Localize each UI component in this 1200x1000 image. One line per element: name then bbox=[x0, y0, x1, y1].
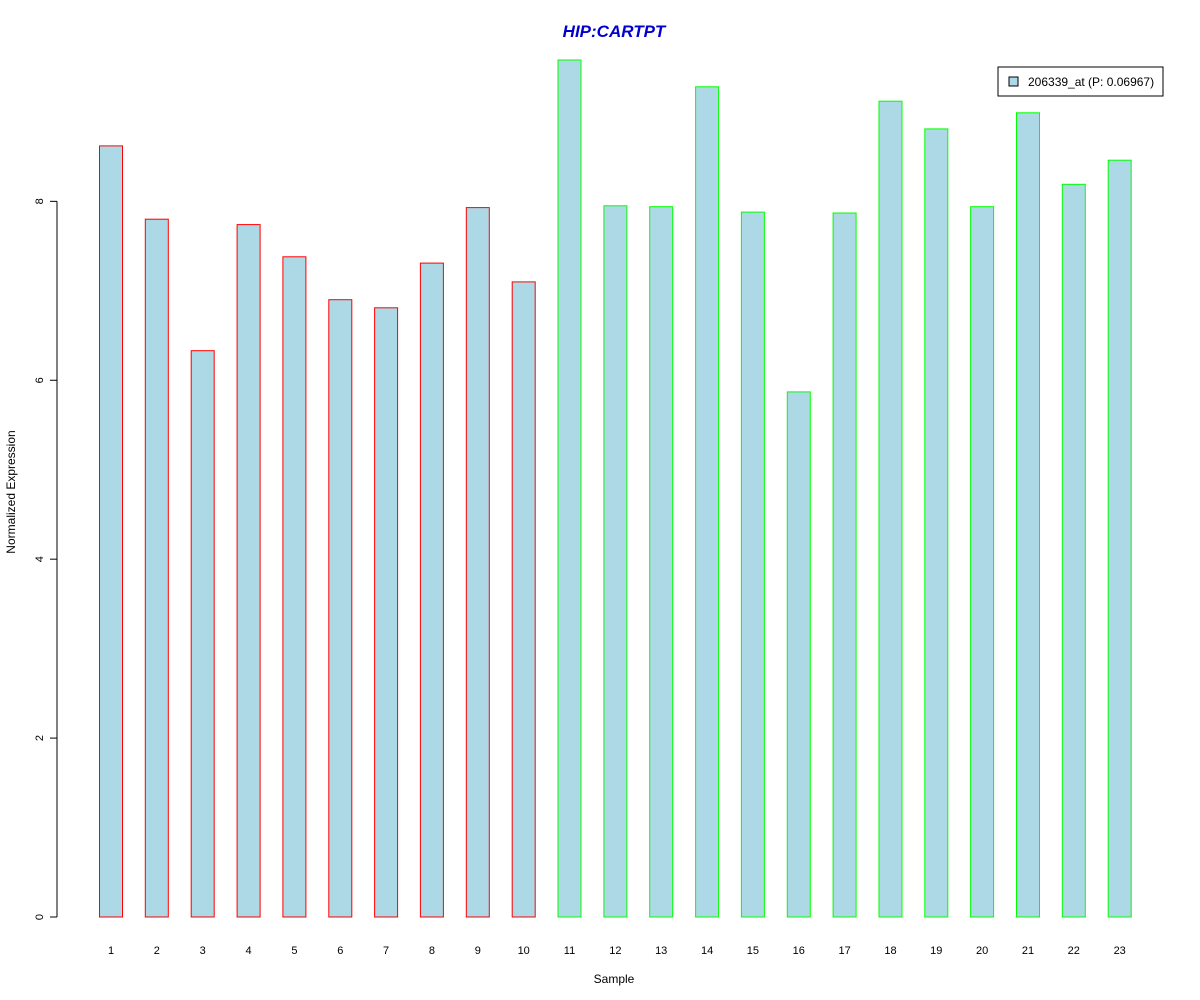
bar-sample-18 bbox=[878, 100, 903, 918]
bar-sample-13 bbox=[649, 206, 674, 918]
chart-title: HIP:CARTPT bbox=[563, 22, 667, 41]
bar-sample-2 bbox=[144, 218, 169, 918]
x-tick-label: 14 bbox=[701, 945, 713, 957]
x-tick-label: 5 bbox=[291, 945, 297, 957]
bar-sample-11 bbox=[557, 59, 582, 918]
x-tick-label: 10 bbox=[518, 945, 530, 957]
x-tick-label: 7 bbox=[383, 945, 389, 957]
x-tick-label: 6 bbox=[337, 945, 343, 957]
y-tick-label: 0 bbox=[34, 914, 46, 920]
x-tick-label: 18 bbox=[884, 945, 896, 957]
legend: 206339_at (P: 0.06967) bbox=[997, 66, 1164, 97]
legend-entry-label: 206339_at (P: 0.06967) bbox=[1028, 75, 1154, 89]
x-tick-label: 1 bbox=[108, 945, 114, 957]
bar-sample-9 bbox=[465, 207, 490, 918]
x-tick-label: 22 bbox=[1068, 945, 1080, 957]
x-tick-label: 17 bbox=[838, 945, 850, 957]
x-tick-label: 16 bbox=[793, 945, 805, 957]
bar-sample-22 bbox=[1061, 183, 1086, 918]
x-tick-label: 8 bbox=[429, 945, 435, 957]
bar-sample-21 bbox=[1016, 112, 1040, 918]
x-tick-label: 21 bbox=[1022, 945, 1034, 957]
bar-sample-19 bbox=[924, 128, 949, 918]
x-axis-tick-labels: 1 2 3 4 5 6 7 8 9 10 11 12 13 14 15 16 17 18 19 20 21 22 23 bbox=[108, 945, 1126, 957]
bar-sample-6 bbox=[328, 299, 353, 918]
x-tick-label: 11 bbox=[564, 945, 575, 957]
x-axis-label: Sample bbox=[594, 972, 635, 986]
y-axis: 0 2 4 6 8 bbox=[34, 198, 58, 920]
x-tick-label: 9 bbox=[475, 945, 481, 957]
bar-sample-1 bbox=[99, 145, 123, 918]
y-tick-label: 6 bbox=[34, 377, 46, 383]
y-tick-label: 2 bbox=[34, 735, 46, 741]
bar-sample-15 bbox=[740, 211, 765, 918]
bar-group bbox=[99, 59, 1132, 918]
x-tick-label: 15 bbox=[747, 945, 759, 957]
bar-sample-14 bbox=[695, 86, 720, 918]
x-tick-label: 3 bbox=[200, 945, 206, 957]
y-tick-label: 8 bbox=[34, 198, 46, 204]
x-tick-label: 20 bbox=[976, 945, 988, 957]
bar-sample-7 bbox=[374, 307, 399, 918]
bar-sample-5 bbox=[282, 256, 307, 918]
bar-sample-23 bbox=[1107, 159, 1132, 918]
legend-swatch bbox=[1008, 76, 1019, 87]
x-tick-label: 2 bbox=[154, 945, 160, 957]
y-tick-label: 4 bbox=[34, 556, 46, 562]
bar-sample-8 bbox=[419, 262, 444, 918]
bar-sample-3 bbox=[190, 350, 215, 918]
bar-sample-16 bbox=[786, 391, 811, 918]
y-axis-label: Normalized Expression bbox=[4, 430, 18, 553]
x-tick-label: 4 bbox=[246, 945, 252, 957]
bar-sample-4 bbox=[236, 224, 261, 918]
legend-box bbox=[997, 66, 1164, 97]
bar-sample-12 bbox=[603, 205, 628, 918]
x-tick-label: 12 bbox=[609, 945, 621, 957]
x-tick-label: 13 bbox=[655, 945, 667, 957]
bar-sample-10 bbox=[511, 281, 536, 918]
bar-sample-20 bbox=[970, 206, 995, 918]
x-tick-label: 23 bbox=[1114, 945, 1126, 957]
bar-sample-17 bbox=[832, 212, 857, 918]
x-tick-label: 19 bbox=[930, 945, 942, 957]
